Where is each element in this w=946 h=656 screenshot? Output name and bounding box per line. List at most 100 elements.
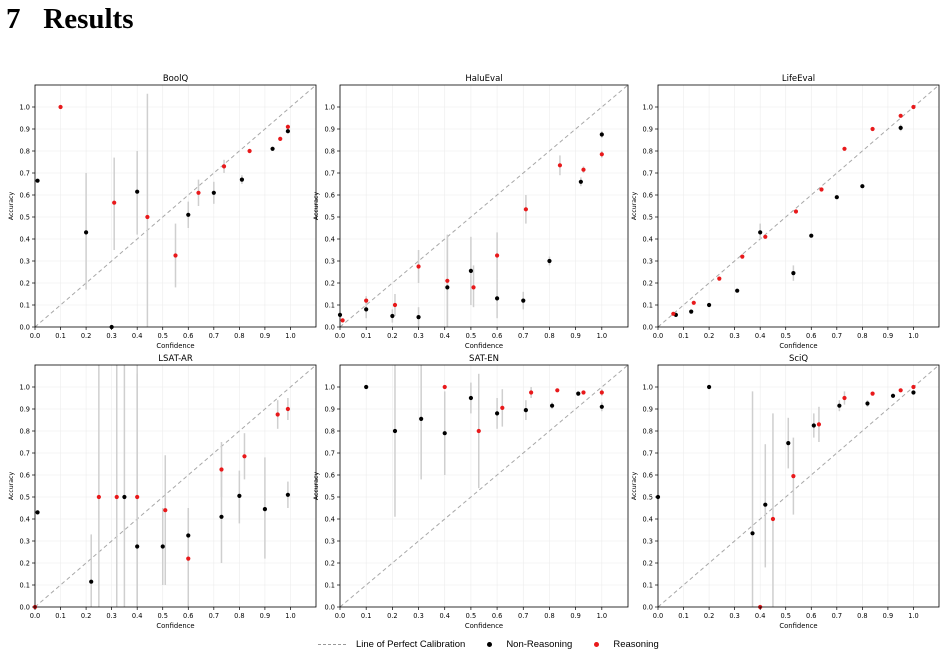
non-reasoning-point (285, 129, 290, 134)
x-axis-label: Confidence (156, 342, 194, 350)
reasoning-point (500, 405, 505, 410)
x-tick-label: 0.4 (132, 332, 143, 340)
x-tick-label: 0.0 (653, 612, 664, 620)
x-axis-label: Confidence (465, 622, 503, 630)
reasoning-point (494, 253, 500, 258)
y-tick-label: 0.3 (325, 537, 336, 545)
reasoning-point (529, 390, 534, 395)
chart-title: SAT-EN (469, 354, 499, 364)
y-tick-label: 0.5 (643, 213, 654, 221)
non-reasoning-point (135, 189, 140, 194)
reasoning-point (557, 163, 563, 168)
reasoning-point (275, 412, 280, 417)
x-tick-label: 0.4 (439, 612, 450, 620)
y-tick-label: 0.0 (643, 603, 654, 611)
reasoning-point (816, 422, 822, 427)
x-tick-label: 0.3 (729, 612, 740, 620)
non-reasoning-point (911, 390, 916, 395)
x-axis-label: Confidence (156, 622, 194, 630)
y-tick-label: 0.0 (20, 603, 31, 611)
reasoning-point (247, 148, 252, 154)
y-tick-label: 0.1 (643, 581, 654, 589)
reasoning-point (819, 187, 824, 192)
y-tick-label: 0.9 (643, 125, 654, 133)
x-tick-label: 0.7 (209, 332, 220, 340)
chart-panel-sciq: 0.00.0 0.1 0.1 0.2 0.2 0.3 0.3 0.4 0.4 0.5 0.5 0.6 0… (631, 354, 940, 630)
y-tick-label: 1.0 (643, 103, 654, 111)
y-tick-label: 0.0 (20, 323, 31, 331)
x-tick-label: 0.7 (832, 612, 843, 620)
non-reasoning-point (865, 401, 870, 406)
x-tick-label: 0.9 (260, 612, 271, 620)
non-reasoning-point (445, 285, 450, 290)
non-reasoning-point (160, 544, 165, 549)
y-tick-label: 0.8 (325, 427, 336, 435)
reasoning-point (842, 146, 847, 151)
reasoning-point (870, 126, 875, 132)
chart-title: LSAT-AR (158, 354, 193, 364)
non-reasoning-point (523, 408, 528, 413)
y-axis-label: Accuracy (313, 472, 320, 501)
x-tick-label: 0.9 (883, 612, 894, 620)
section-number: 7 (6, 3, 21, 35)
y-tick-label: 0.8 (20, 427, 31, 435)
non-reasoning-point (791, 271, 796, 276)
x-axis-label: Confidence (465, 342, 503, 350)
non-reasoning-point (390, 313, 395, 319)
x-tick-label: 0.2 (704, 332, 715, 340)
y-axis-label: Accuracy (313, 192, 320, 221)
y-tick-label: 0.8 (643, 147, 654, 155)
reasoning-point (555, 388, 560, 393)
reasoning-point (392, 302, 398, 308)
non-reasoning-point (419, 416, 424, 421)
reasoning-point (242, 454, 247, 459)
y-tick-label: 0.3 (325, 257, 336, 265)
non-reasoning-point (706, 302, 712, 308)
x-tick-label: 0.9 (260, 332, 271, 340)
non-reasoning-point (599, 404, 604, 409)
chart-title: HaluEval (465, 74, 502, 84)
x-tick-label: 0.6 (806, 332, 817, 340)
reasoning-point (599, 390, 604, 395)
reasoning-point (898, 388, 903, 393)
y-tick-label: 0.4 (643, 235, 654, 243)
y-tick-label: 0.2 (20, 279, 31, 287)
reasoning-point (671, 311, 676, 316)
x-tick-label: 0.0 (335, 612, 346, 620)
y-tick-label: 1.0 (325, 383, 336, 391)
x-tick-label: 0.3 (413, 332, 424, 340)
x-tick-label: 0.3 (729, 332, 740, 340)
y-tick-label: 0.6 (643, 191, 654, 199)
legend-label-non-reasoning: Non-Reasoning (506, 638, 573, 650)
x-tick-label: 0.0 (30, 612, 41, 620)
y-axis-label: Accuracy (631, 192, 638, 221)
y-tick-label: 0.7 (20, 169, 31, 177)
reasoning-point (870, 391, 875, 396)
x-tick-label: 0.0 (30, 332, 41, 340)
legend-item-diagonal: Line of Perfect Calibration (318, 639, 465, 650)
x-tick-label: 1.0 (908, 332, 919, 340)
y-tick-label: 0.2 (325, 279, 336, 287)
reasoning-point (581, 167, 586, 172)
reasoning-point (770, 516, 776, 522)
x-tick-label: 1.0 (597, 332, 608, 340)
chart-title: SciQ (789, 354, 808, 364)
reasoning-point (416, 264, 421, 269)
x-tick-label: 1.0 (285, 612, 296, 620)
y-tick-label: 0.7 (643, 169, 654, 177)
x-tick-label: 0.7 (832, 332, 843, 340)
x-tick-label: 0.1 (361, 332, 372, 340)
x-tick-label: 0.9 (883, 332, 894, 340)
perfect-calibration-line (657, 364, 940, 608)
y-tick-label: 0.0 (325, 603, 336, 611)
non-reasoning-point (468, 395, 474, 401)
y-tick-label: 0.7 (325, 169, 336, 177)
x-tick-label: 0.5 (466, 612, 477, 620)
non-reasoning-point (706, 384, 712, 390)
reasoning-point (196, 190, 201, 195)
y-tick-label: 0.5 (20, 213, 31, 221)
non-reasoning-point (186, 533, 191, 538)
non-reasoning-point (860, 184, 865, 189)
reasoning-point (898, 113, 903, 118)
y-tick-label: 0.7 (325, 449, 336, 457)
